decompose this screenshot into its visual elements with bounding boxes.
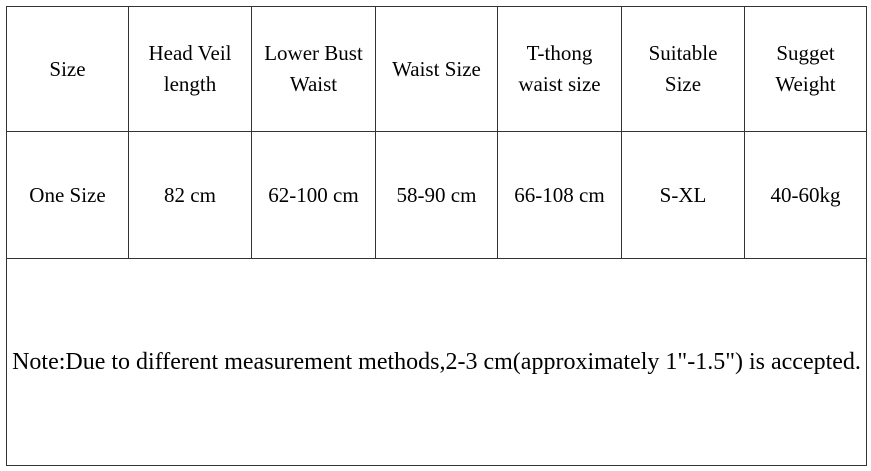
header-cell: Waist Size xyxy=(375,6,498,132)
header-cell: T-thong waist size xyxy=(497,6,622,132)
header-line: Head Veil xyxy=(148,41,232,65)
header-cell: Size xyxy=(6,6,129,132)
header-line: Suitable xyxy=(648,41,718,65)
size-table: Size Head Veil length Lower Bust Waist Waist … xyxy=(6,6,867,466)
header-line: length xyxy=(163,72,217,96)
data-cell: One Size xyxy=(6,131,129,259)
header-cell: Sugget Weight xyxy=(744,6,867,132)
header-line: T-thong xyxy=(526,41,593,65)
data-cell: 82 cm xyxy=(128,131,252,259)
header-cell: Head Veil length xyxy=(128,6,252,132)
note-row: Note:Due to different measurement method… xyxy=(6,258,867,466)
data-cell: 66-108 cm xyxy=(497,131,622,259)
header-line: Waist Size xyxy=(392,56,481,81)
header-line: Size xyxy=(664,72,702,96)
data-cell: 62-100 cm xyxy=(251,131,376,259)
data-cell: S-XL xyxy=(621,131,745,259)
data-row: One Size 82 cm 62-100 cm 58-90 cm 66-108 cm S… xyxy=(6,131,867,259)
header-line: waist size xyxy=(518,72,601,96)
table-body: Size Head Veil length Lower Bust Waist Waist … xyxy=(6,6,867,466)
header-line: Sugget xyxy=(776,41,835,65)
header-line: Waist xyxy=(289,72,338,96)
header-line: Lower Bust xyxy=(264,41,363,65)
header-cell: Lower Bust Waist xyxy=(251,6,376,132)
header-row: Size Head Veil length Lower Bust Waist Waist … xyxy=(6,6,867,132)
header-line: Weight xyxy=(775,72,836,96)
header-cell: Suitable Size xyxy=(621,6,745,132)
header-line: Size xyxy=(49,56,86,81)
note-cell: Note:Due to different measurement method… xyxy=(6,258,867,466)
data-cell: 40-60kg xyxy=(744,131,867,259)
data-cell: 58-90 cm xyxy=(375,131,498,259)
